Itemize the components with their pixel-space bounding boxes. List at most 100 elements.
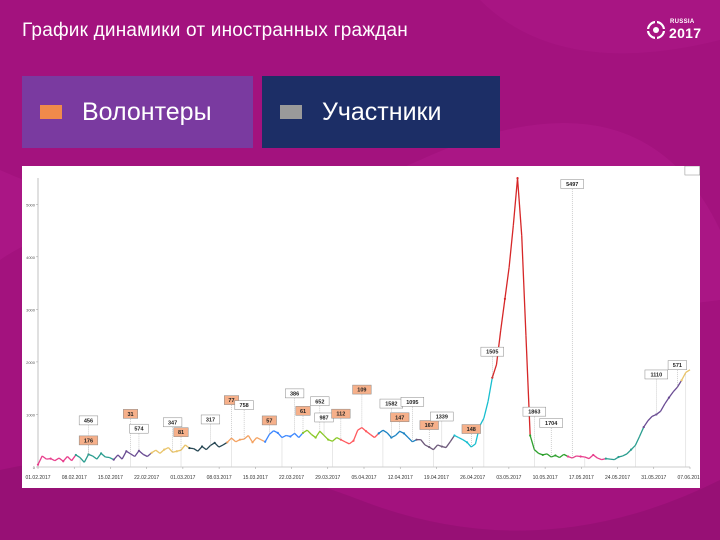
annotation-label: 1582 [385,402,397,408]
series-segment [525,335,531,436]
data-point [327,438,330,441]
x-tick-label: 15.03.2017 [243,475,268,481]
data-point [74,453,77,457]
series-segment [142,453,148,458]
series-segment [205,444,211,451]
series-segment [96,452,102,460]
series-segment [609,458,615,461]
annotation-label: 456 [84,418,93,424]
legend-participants: Участники [262,76,500,148]
data-point [62,460,65,463]
annotation-box-participants [667,360,687,370]
series-segment [516,178,523,236]
data-point [566,455,570,458]
data-point [163,448,166,451]
series-segment [420,439,426,446]
series-segment [105,456,110,459]
data-point [188,446,191,450]
y-tick-label: 0 [33,465,36,470]
series-segment [546,453,552,458]
annotation-box-volunteers [331,408,351,419]
y-tick-label: 3000 [26,307,36,312]
annotation-label: 57 [266,418,272,424]
series-segment [281,434,287,439]
annotation-label: 61 [300,409,306,415]
series-segment [676,379,683,388]
series-segment [117,454,123,460]
logo-country: RUSSIA [670,19,695,25]
annotation-label: 77 [228,398,234,404]
annotation-label: 964 [690,166,700,168]
series-segment [470,443,476,448]
annotation-label: 317 [206,417,215,423]
series-segment [491,364,498,378]
logo-year: 2017 [669,25,702,41]
series-segment [66,456,73,462]
x-tick-label: 22.02.2017 [134,475,159,481]
y-tick-label: 1000 [26,412,36,417]
data-point [604,457,607,460]
series-segment [243,434,249,440]
annotation-box-participants [539,418,563,428]
series-segment [344,441,350,445]
series-segment [357,427,363,431]
data-point [630,448,633,451]
data-point [402,432,406,435]
series-segment [319,430,325,436]
x-tick-label: 12.04.2017 [388,475,413,481]
legend-volunteers: Волонтеры [22,76,253,148]
data-point [465,441,469,444]
series-segment [92,455,98,460]
series-segment [487,377,493,402]
x-tick-label: 22.03.2017 [279,475,304,481]
series-segment [529,435,535,450]
data-point [617,455,620,459]
annotation-box-volunteers [173,427,189,437]
series-segment [664,397,670,405]
y-tick-label: 2000 [26,360,36,365]
x-tick-label: 08.03.2017 [207,475,232,481]
series-segment [681,372,687,381]
annotation-label: 1095 [406,400,418,406]
emblem-icon [646,20,666,40]
series-segment [445,441,451,448]
series-segment [130,453,136,458]
x-tick-label: 19.04.2017 [424,475,449,481]
annotation-box-participants [129,423,149,434]
x-tick-label: 26.04.2017 [460,475,485,481]
annotation-label: 386 [290,391,299,397]
data-point [264,440,267,443]
series-segment [37,455,43,465]
annotation-box-participants [430,411,454,422]
annotation-label: 571 [673,363,682,369]
annotation-label: 167 [425,423,434,429]
data-point [226,441,229,444]
x-tick-label: 05.04.2017 [351,475,376,481]
annotation-label: 31 [127,412,133,418]
series-segment [512,178,519,226]
annotation-label: 652 [315,399,324,405]
x-tick-label: 17.05.2017 [569,475,594,481]
annotation-box-volunteers [352,384,372,395]
series-segment [315,430,321,438]
series-segment [193,448,199,452]
series-segment [54,457,60,462]
annotation-label: 1505 [486,350,498,356]
series-segment [659,403,666,412]
series-segment [449,435,455,443]
series-segment [268,430,274,435]
x-tick-label: 03.05.2017 [496,475,521,481]
annotation-box-volunteers [295,406,311,416]
series-segment [369,433,375,439]
series-segment [247,435,254,443]
series-segment [218,444,224,448]
annotation-label: 148 [467,427,476,433]
series-segment [597,457,602,461]
annotation-box-volunteers [224,395,239,405]
annotation-box-volunteers [461,424,481,434]
x-tick-label: 15.02.2017 [98,475,123,481]
series-segment [231,437,237,443]
annotation-label: 1863 [528,410,540,416]
x-tick-label: 07.06.2017 [677,475,700,481]
x-tick-label: 10.05.2017 [533,475,558,481]
